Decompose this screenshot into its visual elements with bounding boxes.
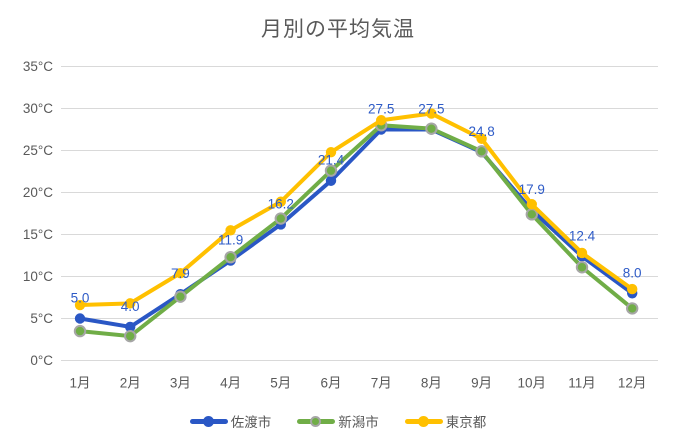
x-tick-label: 2月 [120,376,141,391]
series-point-tokyo [225,225,236,236]
y-tick-label: 30°C [23,101,53,116]
y-axis-labels: 0°C 5°C 10°C 15°C 20°C 25°C 30°C 35°C [23,59,53,368]
series-point-niigata [324,164,338,177]
series-point-tokyo [426,108,437,119]
x-tick-label: 6月 [320,376,341,391]
data-label: 12.4 [569,228,596,243]
series-point-tokyo [576,247,588,259]
legend-label-niigata: 新潟市 [338,415,379,430]
legend-label-tokyo: 東京都 [445,415,487,430]
series-point-tokyo [476,133,487,144]
series-point-tokyo [175,267,186,279]
data-label: 27.5 [368,102,394,117]
series-point-niigata [73,324,87,338]
series-point-sado [125,321,136,333]
series-point-sado [74,313,86,324]
x-tick-label: 11月 [568,376,596,391]
series-point-niigata [475,145,488,158]
legend-label-sado: 佐渡市 [230,415,272,430]
y-tick-label: 15°C [23,227,53,242]
data-label: 8.0 [623,265,642,280]
legend: 佐渡市 新潟市 東京都 [0,411,676,431]
series-point-niigata [274,212,287,225]
x-tick-label: 3月 [170,376,191,391]
y-tick-label: 25°C [23,143,53,158]
data-label: 4.0 [121,299,140,314]
y-tick-label: 5°C [30,311,53,326]
series-tokyo [74,108,638,311]
x-tick-label: 7月 [371,376,392,391]
series-point-niigata [525,208,538,221]
data-label: 27.5 [418,102,444,117]
data-label: 16.2 [268,196,294,211]
legend-item-niigata: 新潟市 [297,411,379,431]
chart-title: 月別の平均気温 [261,18,415,41]
series-point-niigata [575,261,589,274]
data-labels-sado: 5.0 4.0 7.9 11.9 16.2 21.4 27.5 27.5 24.8 17.9 12.… [71,102,642,314]
legend-item-sado: 佐渡市 [189,411,272,431]
series-point-niigata [626,302,639,315]
niigata-series-marker-icon [297,415,336,427]
data-label: 7.9 [171,266,190,281]
series-point-tokyo [74,299,86,311]
data-label: 17.9 [519,182,545,197]
x-tick-label: 8月 [421,376,442,391]
y-tick-label: 0°C [30,353,53,368]
series-point-sado [325,175,337,186]
series-line-niigata [78,123,635,339]
series-point-tokyo [627,283,638,295]
x-tick-label: 12月 [618,376,647,391]
x-tick-label: 1月 [69,376,90,391]
series-point-tokyo [275,196,286,207]
series-point-tokyo [325,146,337,158]
x-tick-label: 4月 [220,376,241,391]
series-point-tokyo [526,199,537,210]
y-tick-label: 35°C [23,59,53,74]
legend-item-tokyo: 東京都 [404,411,487,431]
data-label: 21.4 [318,153,345,168]
y-tick-label: 10°C [23,269,53,284]
data-label: 11.9 [218,233,243,248]
series-niigata [73,119,639,343]
sado-series-marker-icon [189,415,228,427]
series-sado [74,124,638,333]
series-point-tokyo [376,115,387,126]
x-axis-labels: 1月 2月 3月 4月 5月 6月 7月 8月 9月 10月 11月 12月 [69,376,646,391]
data-label: 5.0 [71,291,90,306]
data-label: 24.8 [468,124,494,139]
series-line-sado [78,127,635,329]
series-point-niigata [174,290,187,303]
x-tick-label: 9月 [471,376,492,391]
series-point-niigata [425,122,438,135]
tokyo-series-marker-icon [404,415,443,427]
series-line-tokyo [78,111,635,308]
x-tick-label: 10月 [518,376,547,391]
series-point-niigata [124,329,137,343]
y-tick-label: 20°C [23,185,53,200]
x-tick-label: 5月 [270,376,291,391]
series-point-tokyo [125,298,136,309]
gridlines [61,66,658,361]
series-point-niigata [224,250,237,264]
